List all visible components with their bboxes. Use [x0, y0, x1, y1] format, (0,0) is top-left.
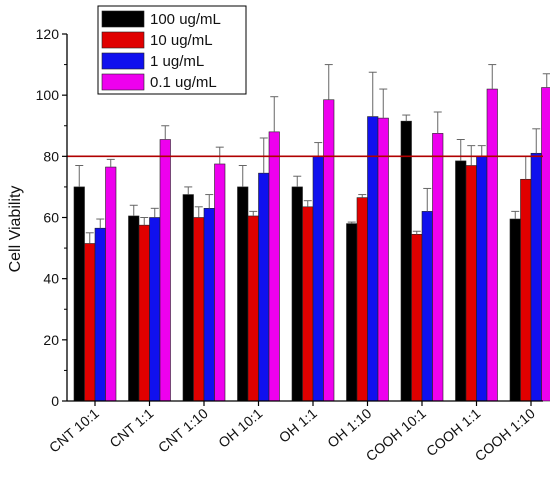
- x-tick-label-3: OH 10:1: [215, 405, 265, 451]
- legend-swatch-0: [101, 10, 145, 28]
- bar-1-3: [247, 215, 259, 402]
- bar-1-7: [465, 165, 477, 402]
- x-tick-label-5: OH 1:10: [324, 405, 374, 451]
- bar-3-3: [268, 131, 280, 402]
- bar-0-1: [128, 215, 140, 402]
- bar-1-8: [520, 178, 532, 402]
- y-tick-label-3: 60: [43, 210, 59, 226]
- bar-1-6: [411, 234, 423, 402]
- bar-2-2: [203, 208, 215, 402]
- bar-3-7: [486, 88, 498, 402]
- bar-2-4: [312, 156, 324, 402]
- y-tick-label-4: 80: [43, 148, 59, 164]
- legend-label-1: 10 ug/mL: [150, 32, 213, 49]
- legend-label-3: 0.1 ug/mL: [150, 74, 217, 91]
- legend-label-2: 1 ug/mL: [150, 53, 204, 70]
- bar-2-6: [421, 211, 433, 402]
- bar-0-6: [400, 120, 412, 402]
- x-tick-label-2: CNT 1:10: [155, 405, 211, 456]
- bar-2-1: [149, 217, 161, 402]
- bar-2-5: [367, 116, 379, 402]
- bar-0-2: [182, 194, 194, 402]
- legend-swatch-1: [101, 31, 145, 49]
- bar-0-3: [237, 186, 249, 402]
- x-tick-label-8: COOH 1:10: [472, 405, 538, 464]
- x-tick-label-1: CNT 1:1: [106, 405, 156, 451]
- bar-1-2: [193, 217, 205, 402]
- y-tick-label-0: 0: [51, 393, 59, 409]
- y-tick-label-6: 120: [36, 26, 60, 42]
- bar-2-0: [94, 227, 106, 402]
- bar-1-1: [138, 224, 150, 402]
- bar-3-1: [159, 139, 171, 402]
- bar-1-0: [84, 243, 96, 402]
- x-tick-label-6: COOH 10:1: [363, 405, 429, 464]
- x-tick-label-4: OH 1:1: [276, 405, 320, 446]
- bars-layer: [73, 87, 550, 402]
- bar-1-4: [302, 206, 314, 402]
- bar-3-5: [377, 117, 389, 402]
- bar-0-5: [346, 223, 358, 402]
- bar-3-0: [105, 166, 117, 402]
- y-tick-label-1: 20: [43, 332, 59, 348]
- legend-swatch-2: [101, 52, 145, 70]
- x-tick-label-0: CNT 10:1: [46, 405, 102, 456]
- legend-swatch-3: [101, 73, 145, 91]
- bar-0-8: [509, 218, 521, 402]
- error-bars-layer: [75, 64, 550, 244]
- legend-label-0: 100 ug/mL: [150, 11, 221, 28]
- bar-1-5: [356, 197, 368, 402]
- bar-0-4: [291, 186, 303, 402]
- bar-2-3: [258, 172, 270, 402]
- bar-2-7: [476, 156, 488, 402]
- legend: 100 ug/mL 10 ug/mL 1 ug/mL 0.1 ug/mL: [97, 5, 247, 95]
- y-tick-label-2: 40: [43, 271, 59, 287]
- axes-layer: [62, 33, 543, 406]
- bar-2-8: [530, 152, 542, 402]
- y-axis-title: Cell Viability: [7, 186, 24, 273]
- y-tick-label-5: 100: [36, 87, 60, 103]
- bar-0-7: [455, 160, 467, 402]
- bar-0-0: [73, 186, 85, 402]
- bar-3-4: [323, 99, 335, 402]
- bar-3-2: [214, 163, 226, 402]
- y-tick-labels: 0 20 40 60 80 100 120: [36, 26, 60, 409]
- bar-3-8: [541, 87, 550, 402]
- bar-3-6: [432, 133, 444, 402]
